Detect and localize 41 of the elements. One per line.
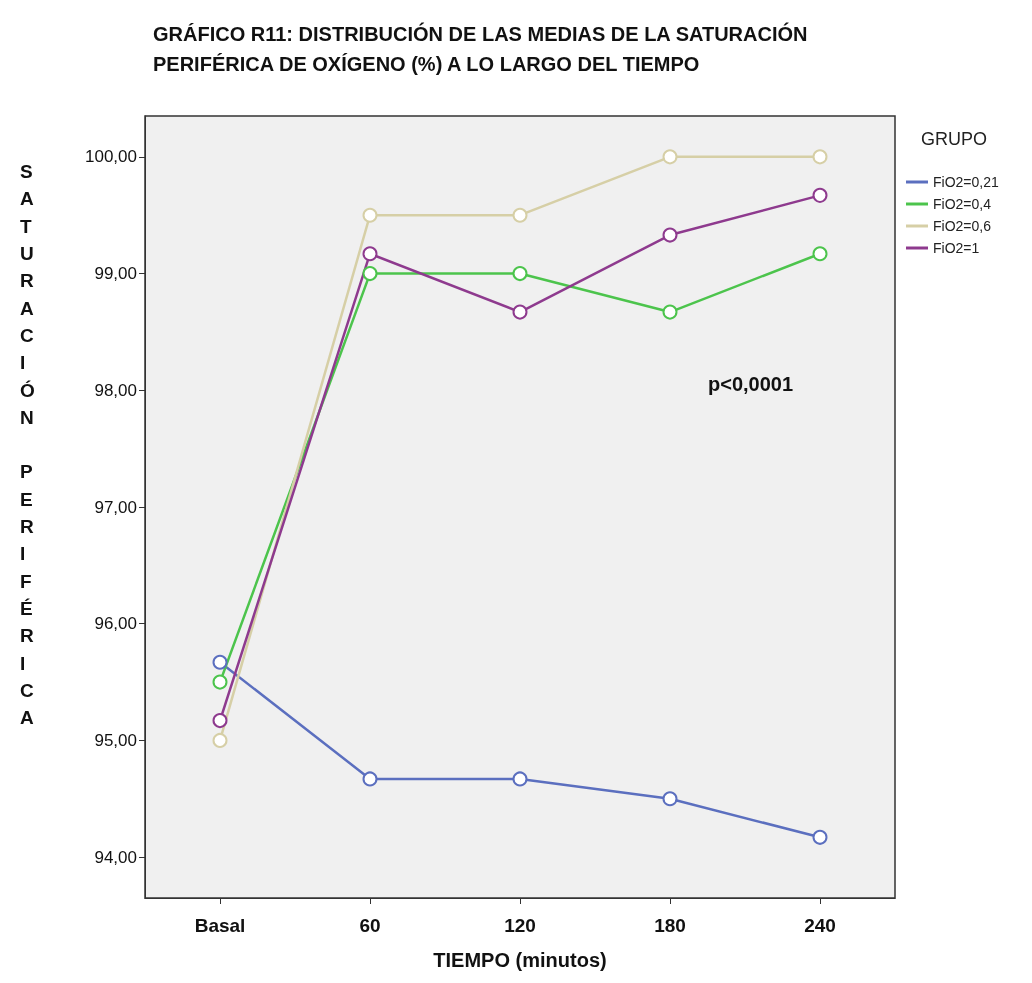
point <box>512 304 528 320</box>
y-tick-label: 98,00 <box>94 380 137 400</box>
legend-label: FiO2=0,6 <box>933 218 992 234</box>
annotation: p<0,0001 <box>708 373 794 395</box>
chart-title: GRÁFICO R11: DISTRIBUCIÓN DE LAS MEDIAS DE LA SATURACIÓN PERIFÉRICA DE OXÍGENO (%) A LO LARGO DEL TIEMPO <box>153 22 814 75</box>
text: SATURACIÓN PERIFÉRICA <box>20 161 35 729</box>
point <box>812 149 828 165</box>
point <box>812 187 828 203</box>
point <box>362 246 378 262</box>
point <box>212 732 228 748</box>
point <box>212 674 228 690</box>
x-tick-label: 60 <box>359 915 381 936</box>
legend-label: FiO2=0,21 <box>933 174 999 190</box>
legend-label: FiO2=1 <box>933 240 980 256</box>
point <box>512 771 528 787</box>
point <box>662 149 678 165</box>
point <box>662 791 678 807</box>
x-axis-title: TIEMPO (minutos) <box>433 949 607 971</box>
point <box>512 207 528 223</box>
point <box>662 227 678 243</box>
y-tick-label: 97,00 <box>94 497 137 517</box>
point <box>812 829 828 845</box>
point <box>212 713 228 729</box>
point <box>812 246 828 262</box>
x-tick-label: 180 <box>654 915 686 936</box>
x-tick-label: 240 <box>804 915 836 936</box>
point <box>662 304 678 320</box>
point <box>362 771 378 787</box>
x-tick-label: 120 <box>504 915 536 936</box>
y-tick-label: 100,00 <box>85 147 137 167</box>
y-tick-label: 99,00 <box>94 264 137 284</box>
y-tick-label: 95,00 <box>94 730 137 750</box>
x-tick-label: Basal <box>194 915 246 936</box>
y-tick-label: 96,00 <box>94 614 137 634</box>
legend-title: GRUPO <box>921 129 988 149</box>
y-tick-label: 94,00 <box>94 847 137 867</box>
point <box>212 654 228 670</box>
point <box>362 266 378 282</box>
legend-label: FiO2=0,4 <box>933 196 992 212</box>
point <box>362 207 378 223</box>
point <box>512 266 528 282</box>
